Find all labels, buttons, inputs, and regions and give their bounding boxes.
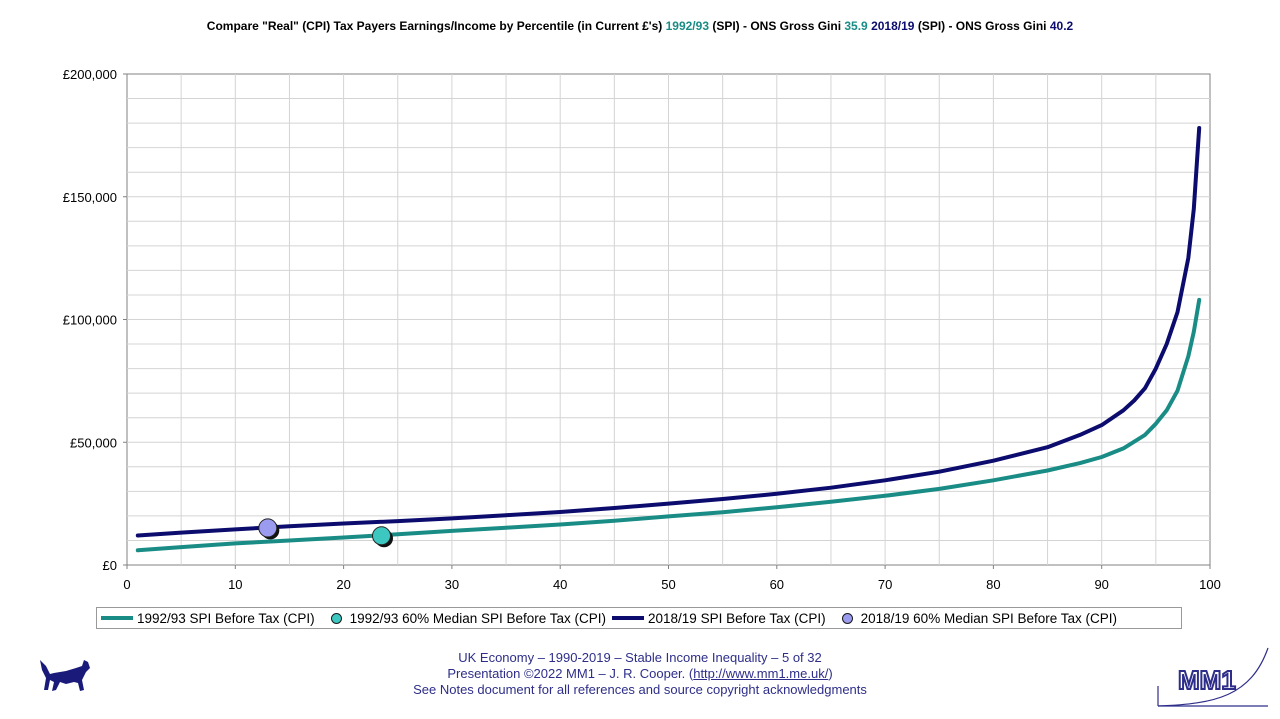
title-prefix: Compare "Real" (CPI) Tax Payers Earnings…: [206, 19, 663, 33]
x-tick-label: 50: [661, 577, 675, 592]
title-mid2: (SPI) - ONS Gross Gini: [917, 19, 1047, 33]
legend-swatch-2018-line: [612, 616, 645, 620]
footer-line3: See Notes document for all references an…: [413, 682, 867, 697]
legend-swatch-1992-line: [101, 616, 133, 620]
y-tick-label: £200,000: [63, 67, 117, 82]
y-tick-label: £0: [103, 558, 117, 573]
legend-label-1992-line: 1992/93 SPI Before Tax (CPI): [137, 610, 315, 626]
x-tick-label: 80: [986, 577, 1000, 592]
chart-legend: 1992/93 SPI Before Tax (CPI) 1992/93 60%…: [96, 607, 1182, 629]
x-tick-label: 60: [770, 577, 784, 592]
footer-line1: UK Economy – 1990-2019 – Stable Income I…: [458, 650, 822, 665]
mm1-logo: MM1: [1157, 647, 1269, 707]
legend-label-1992-median: 1992/93 60% Median SPI Before Tax (CPI): [349, 610, 607, 626]
legend-swatch-2018-median: [841, 612, 853, 624]
title-mid1: (SPI) - ONS Gross Gini: [712, 19, 842, 33]
legend-item-1992-median: 1992/93 60% Median SPI Before Tax (CPI): [315, 611, 606, 626]
x-tick-label: 70: [878, 577, 892, 592]
series-line-0: [135, 297, 1202, 553]
legend-item-1992-line: 1992/93 SPI Before Tax (CPI): [97, 611, 315, 626]
x-tick-label: 20: [336, 577, 350, 592]
x-tick-label: 10: [228, 577, 242, 592]
footer: UK Economy – 1990-2019 – Stable Income I…: [0, 650, 1280, 698]
series-point-1: [372, 526, 392, 546]
series-point-3: [258, 518, 278, 538]
footer-link[interactable]: http://www.mm1.me.uk/: [693, 666, 829, 681]
mm1-logo-text: MM1: [1178, 665, 1236, 695]
chart-title: Compare "Real" (CPI) Tax Payers Earnings…: [0, 19, 1280, 33]
legend-item-2018-line: 2018/19 SPI Before Tax (CPI): [606, 611, 826, 626]
series-line-2: [135, 126, 1202, 538]
x-tick-label: 40: [553, 577, 567, 592]
dog-silhouette-icon: [40, 660, 90, 691]
legend-label-2018-line: 2018/19 SPI Before Tax (CPI): [648, 610, 826, 626]
legend-item-2018-median: 2018/19 60% Median SPI Before Tax (CPI): [826, 611, 1117, 626]
income-percentile-chart: 0 10 20 30 40 50 60 70 80 90 100 £0 £50,000 £100,000 £…: [63, 67, 1221, 592]
footer-line2-suffix: ): [828, 666, 833, 681]
title-year2: 2018/19: [871, 19, 915, 33]
x-tick-label: 30: [445, 577, 459, 592]
title-gini2: 40.2: [1049, 19, 1074, 33]
legend-label-2018-median: 2018/19 60% Median SPI Before Tax (CPI): [860, 610, 1118, 626]
x-tick-label: 0: [123, 577, 130, 592]
y-tick-label: £100,000: [63, 313, 117, 328]
legend-swatch-1992-median: [330, 612, 342, 624]
x-tick-label: 100: [1199, 577, 1221, 592]
y-tick-label: £150,000: [63, 190, 117, 205]
footer-line2: Presentation ©2022 MM1 – J. R. Cooper. (…: [0, 666, 1280, 682]
title-gini1: 35.9: [844, 19, 868, 33]
title-year1: 1992/93: [665, 19, 709, 33]
y-tick-label: £50,000: [70, 435, 117, 450]
x-tick-label: 90: [1094, 577, 1108, 592]
footer-line2-prefix: Presentation ©2022 MM1 – J. R. Cooper. (: [447, 666, 694, 681]
